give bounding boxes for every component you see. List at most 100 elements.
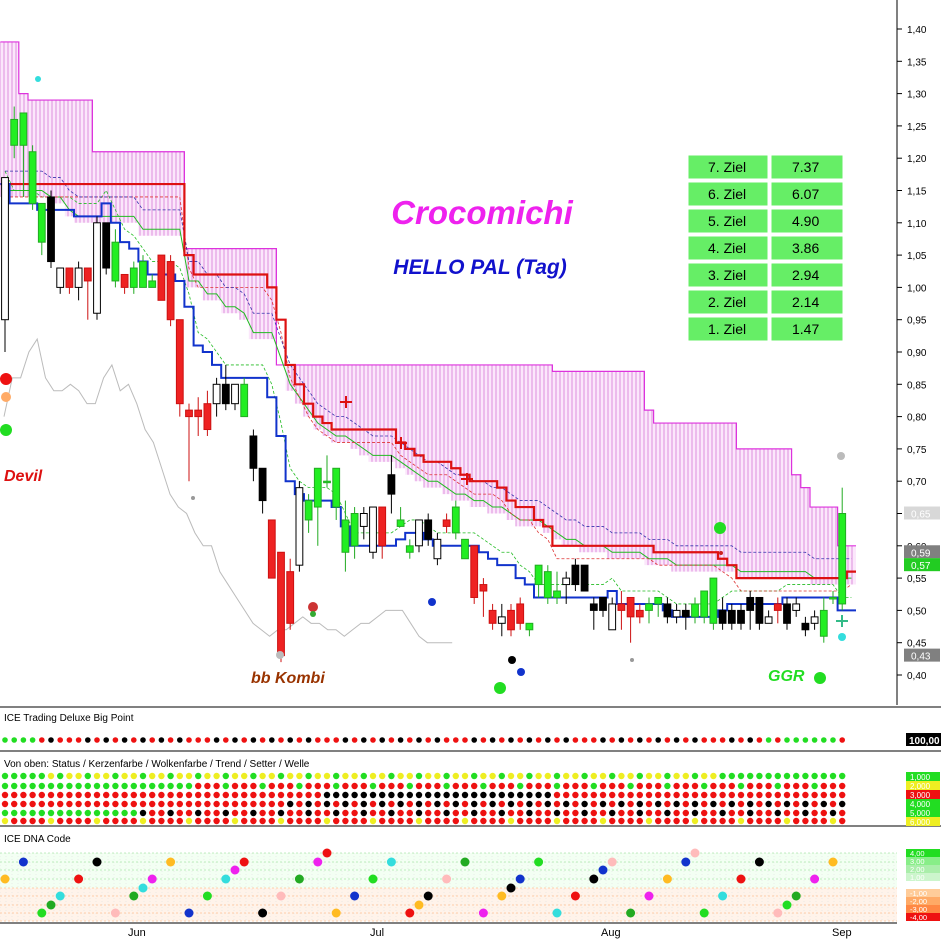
status-dot	[747, 791, 754, 799]
status-dot	[415, 772, 423, 780]
status-dot	[820, 800, 827, 808]
status-dot	[783, 809, 791, 817]
bigpoint-dot	[784, 737, 790, 743]
status-dot	[609, 791, 616, 799]
status-dot	[526, 809, 533, 817]
status-dot	[222, 791, 229, 799]
price-tick-label: 0,40	[907, 671, 927, 682]
dna-dot	[607, 857, 617, 867]
candle	[737, 603, 745, 630]
status-dot	[167, 800, 174, 808]
candle	[304, 494, 313, 533]
status-dot	[710, 809, 717, 817]
status-dot	[149, 791, 156, 799]
candle	[212, 377, 221, 417]
status-dot	[673, 772, 680, 780]
panel-value-box	[906, 799, 940, 808]
status-dot	[627, 791, 634, 799]
status-dot	[581, 800, 588, 808]
status-dot	[489, 800, 496, 808]
panel-value-box	[906, 781, 940, 790]
status-dot	[811, 800, 818, 808]
candle-body	[378, 506, 387, 547]
target-value-cell	[770, 316, 844, 342]
status-dot	[314, 772, 321, 780]
status-dot	[406, 817, 413, 825]
status-dot	[369, 800, 377, 808]
status-dot	[20, 782, 27, 790]
status-dot	[176, 782, 183, 790]
panel-value-box	[906, 889, 940, 897]
status-dot	[471, 782, 478, 790]
status-dot	[553, 772, 561, 780]
dna-dot	[570, 891, 580, 901]
status-dot	[691, 800, 699, 808]
status-dot	[47, 782, 55, 790]
status-dot	[287, 809, 294, 817]
status-dot	[1, 809, 9, 817]
bigpoint-dot	[434, 737, 441, 743]
price-tick-label: 1,30	[907, 90, 927, 101]
candle	[470, 545, 479, 604]
bigpoint-dot	[287, 737, 294, 743]
status-dot	[397, 782, 404, 790]
price-tick-label: 1,25	[907, 122, 927, 133]
status-dot	[93, 809, 101, 817]
status-dot	[84, 782, 92, 790]
status-dot	[544, 772, 551, 780]
bigpoint-dot	[664, 737, 671, 743]
candles	[1, 106, 847, 663]
status-dot	[535, 809, 542, 817]
candle-body	[323, 480, 331, 484]
dna-dot	[589, 874, 599, 884]
dna-dot	[147, 874, 157, 884]
status-dot	[130, 782, 137, 790]
bigpoint-dot	[710, 737, 717, 743]
candle	[645, 597, 653, 624]
status-dot	[305, 772, 312, 780]
status-dot	[590, 772, 597, 780]
status-dot	[93, 800, 101, 808]
status-dot	[728, 791, 735, 799]
bigpoint-dot	[637, 737, 643, 743]
status-dot	[231, 809, 239, 817]
target-value: 7.37	[792, 159, 819, 175]
price-tick-label: 1,00	[907, 283, 927, 294]
status-dot	[47, 772, 55, 780]
status-dot	[277, 791, 285, 799]
status-dot	[664, 772, 671, 780]
status-dot	[167, 782, 174, 790]
status-dot	[655, 782, 662, 790]
candle-body	[451, 506, 460, 534]
status-dot	[204, 817, 211, 825]
signal-dot	[837, 452, 845, 460]
bigpoint-dot	[526, 737, 533, 743]
status-dot	[544, 817, 551, 825]
status-dot	[47, 791, 55, 799]
status-dot	[590, 800, 597, 808]
status-dot	[11, 817, 18, 825]
bigpoint-dot	[20, 737, 27, 743]
candle-body	[19, 112, 28, 146]
status-dot	[397, 809, 404, 817]
candle-body	[185, 409, 193, 418]
status-dot	[103, 782, 110, 790]
status-dot	[710, 817, 717, 825]
bigpoint-dot	[416, 737, 422, 743]
status-dot	[563, 782, 570, 790]
status-dot	[213, 809, 220, 817]
status-dot	[250, 809, 257, 817]
status-dot	[241, 782, 248, 790]
target-value: 2.14	[792, 294, 819, 310]
candle-body	[175, 319, 184, 405]
candle-body	[129, 267, 138, 288]
status-dot	[29, 772, 36, 780]
status-dot	[581, 809, 588, 817]
status-dot	[691, 772, 699, 780]
status-dot	[802, 817, 809, 825]
cloud-top-line	[0, 41, 856, 547]
status-dot	[673, 809, 680, 817]
status-dot	[645, 782, 653, 790]
status-dot	[47, 809, 55, 817]
status-dot	[480, 800, 487, 808]
